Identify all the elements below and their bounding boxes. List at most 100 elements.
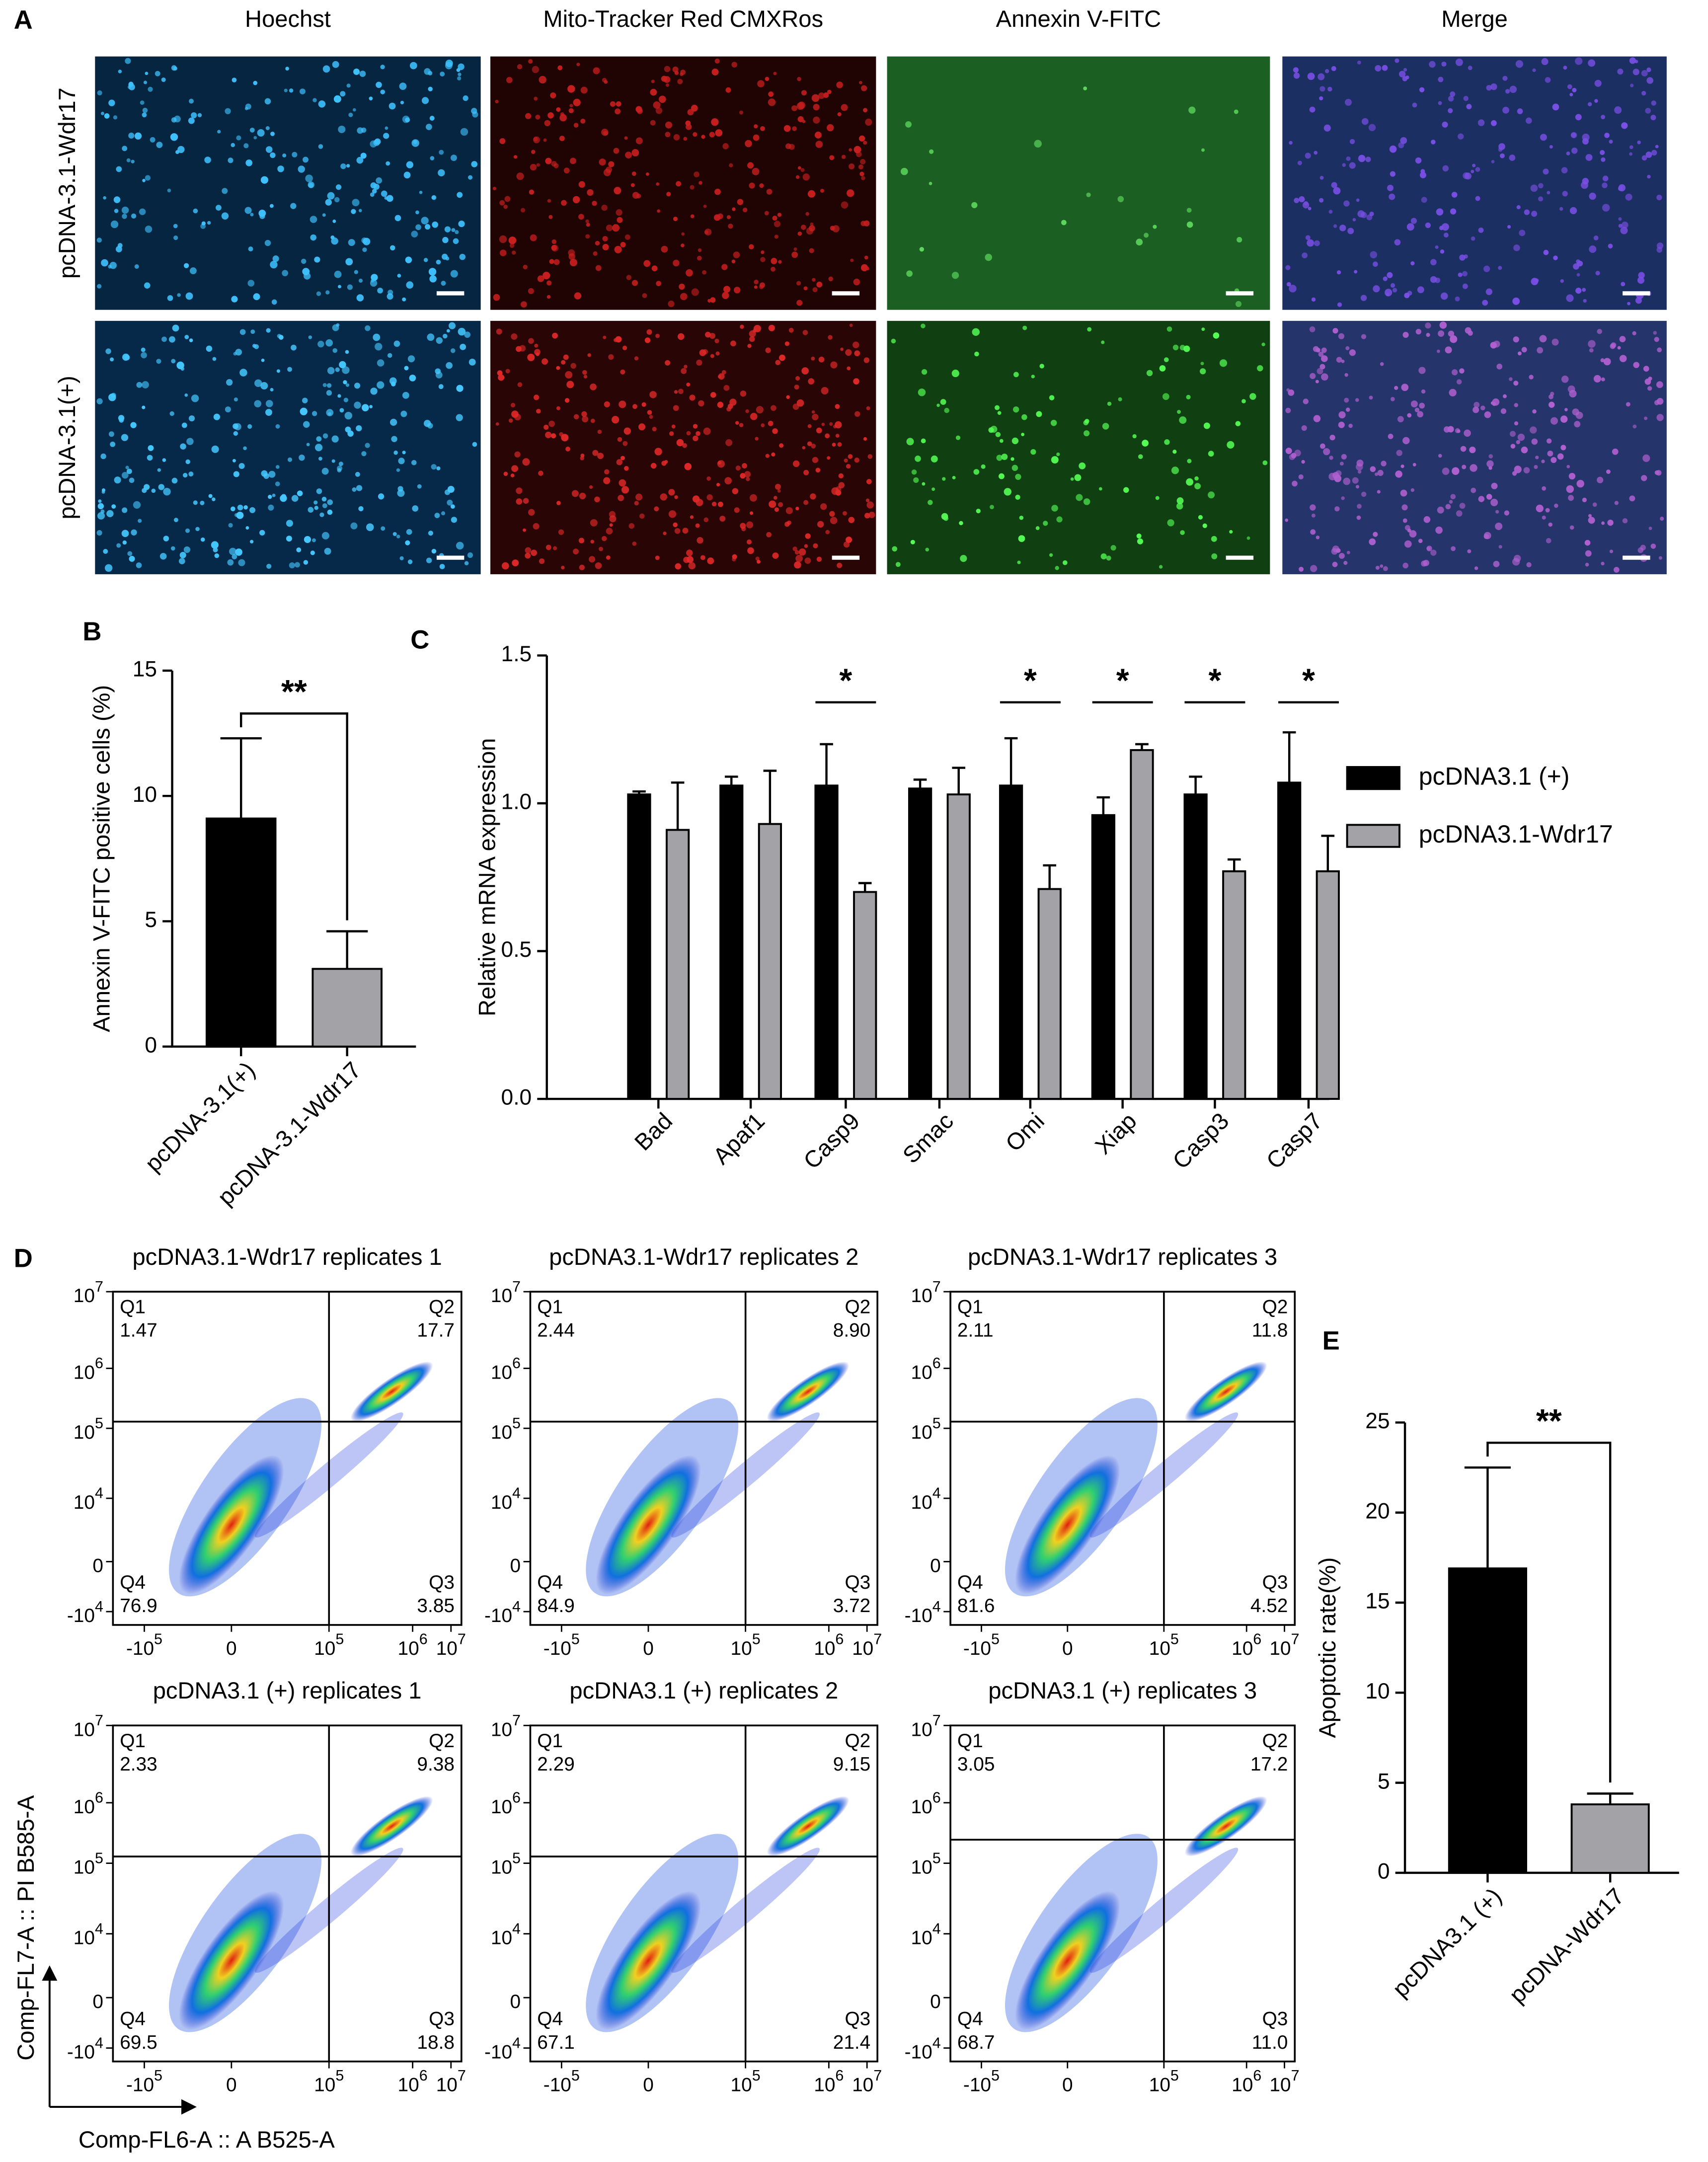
cell: [231, 143, 235, 148]
cell: [1051, 505, 1058, 512]
cell: [1474, 401, 1480, 408]
cell: [858, 135, 865, 142]
cell: [866, 479, 872, 484]
cell: [810, 493, 816, 500]
cell: [936, 403, 940, 407]
cell: [298, 165, 305, 173]
cell: [361, 237, 368, 243]
cell: [698, 248, 702, 252]
cell: [1571, 148, 1578, 154]
cell: [1552, 338, 1559, 346]
tick-base: 0: [226, 2075, 237, 2096]
cell: [519, 345, 526, 352]
cell: [1438, 330, 1445, 337]
cell: [226, 379, 233, 386]
cell: [144, 282, 151, 289]
tick-label: 0: [930, 1555, 941, 1577]
cell: [375, 343, 383, 351]
cell: [1402, 331, 1409, 338]
cell: [1585, 154, 1593, 161]
cell: [201, 221, 206, 226]
cell: [1400, 137, 1407, 144]
image-background: [887, 56, 1270, 310]
image-background: [95, 56, 481, 310]
cell: [1546, 438, 1552, 444]
cell: [868, 512, 875, 518]
cell: [1390, 396, 1395, 401]
cell: [742, 207, 748, 213]
cell: [511, 465, 518, 472]
cell: [603, 335, 607, 339]
cell: [1039, 364, 1044, 369]
cell: [656, 182, 660, 186]
cell: [1083, 86, 1087, 90]
cell: [1455, 296, 1460, 302]
cell: [1535, 278, 1539, 283]
cell: [510, 473, 515, 477]
cell: [1635, 297, 1642, 304]
tick-base: 0: [643, 2075, 654, 2096]
bar: [999, 784, 1023, 1100]
cell: [1435, 245, 1439, 249]
cell: [951, 272, 959, 279]
quadrant-value: 3.72: [833, 1595, 871, 1617]
tick-label: 0: [92, 1991, 103, 2012]
cell: [268, 470, 276, 478]
cell: [314, 506, 318, 510]
cell: [1383, 276, 1388, 281]
cell: [589, 485, 593, 489]
cell: [352, 487, 357, 492]
cell: [677, 78, 683, 84]
cell: [188, 415, 195, 422]
cloud: [350, 1361, 433, 1422]
cell: [362, 404, 369, 411]
plot-frame: [112, 1724, 463, 2063]
cell: [1607, 519, 1614, 526]
cell: [457, 76, 462, 80]
cell: [348, 239, 355, 246]
cell: [259, 530, 265, 536]
cell: [1235, 301, 1242, 307]
cell: [1234, 109, 1239, 114]
cell: [142, 112, 147, 118]
cell: [690, 214, 695, 219]
cell: [592, 450, 599, 456]
cell: [389, 418, 397, 426]
cell: [1387, 184, 1394, 191]
cell: [1582, 138, 1589, 145]
cell: [531, 549, 537, 556]
cell: [1617, 346, 1621, 350]
cell: [1464, 254, 1468, 259]
cell: [714, 338, 719, 343]
cell: [737, 199, 744, 205]
cell: [853, 278, 860, 286]
cell: [601, 204, 608, 211]
tick-label: 106: [491, 1355, 521, 1384]
tick-exponent: 5: [571, 1630, 580, 1647]
cell: [550, 433, 556, 439]
cell: [579, 564, 585, 570]
cell: [1315, 380, 1319, 384]
cell: [1435, 526, 1443, 534]
cell: [1474, 566, 1478, 570]
cell: [1443, 232, 1449, 238]
cell: [169, 411, 174, 416]
image-background: [490, 320, 876, 574]
cell: [697, 255, 702, 261]
cell: [745, 140, 752, 148]
cell: [443, 333, 448, 339]
cell: [1513, 244, 1520, 251]
cell: [397, 274, 401, 278]
cell: [421, 217, 429, 225]
cell: [1372, 261, 1378, 267]
cell: [127, 551, 133, 556]
y-tick-label: 20: [1365, 1499, 1390, 1523]
cell: [318, 457, 322, 461]
cell: [1015, 473, 1021, 480]
cell: [1179, 345, 1185, 351]
cell: [1548, 522, 1553, 527]
cell: [292, 152, 298, 157]
tick-exponent: 5: [571, 2067, 580, 2084]
tick-base: 10: [911, 1796, 932, 1818]
cell: [110, 357, 114, 362]
